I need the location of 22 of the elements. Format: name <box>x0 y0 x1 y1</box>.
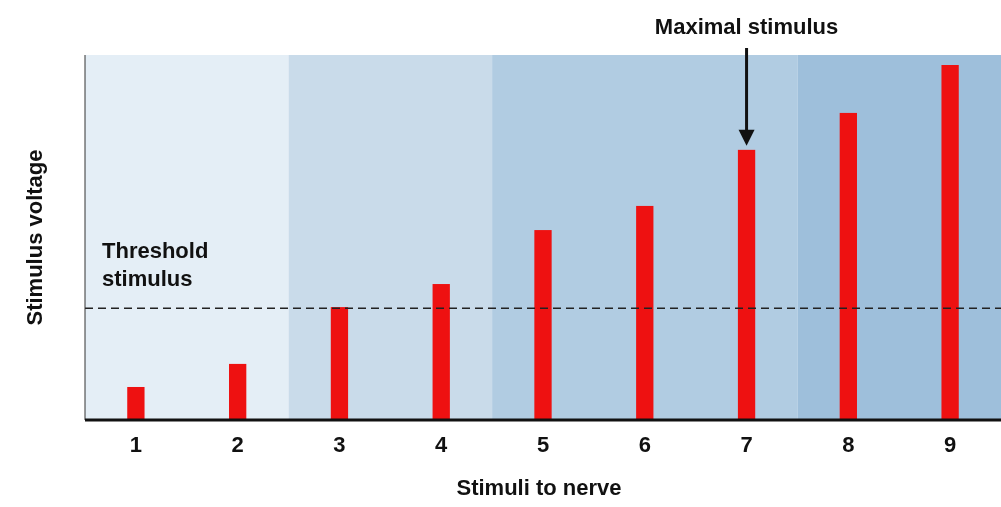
x-tick-label: 3 <box>333 432 346 457</box>
x-tick-label: 1 <box>129 432 143 457</box>
bar <box>941 65 959 420</box>
x-tick-label: 6 <box>638 432 651 457</box>
x-tick-label: 5 <box>536 432 550 457</box>
bar <box>636 205 654 420</box>
bar <box>432 284 450 420</box>
y-axis-title: Stimulus voltage <box>22 149 47 326</box>
x-tick-label: 7 <box>740 432 753 457</box>
bar <box>534 230 552 420</box>
x-tick-label: 9 <box>943 432 957 457</box>
annotation: Maximal stimulus <box>654 14 839 39</box>
bar <box>737 149 756 420</box>
bar <box>127 386 145 420</box>
x-tick-label: 2 <box>231 432 244 457</box>
ref-line-label: Threshold stimulus <box>102 238 209 292</box>
bar <box>330 307 349 420</box>
bar <box>229 363 247 420</box>
x-tick-label: 4 <box>435 432 449 457</box>
x-tick-label: 8 <box>842 432 855 457</box>
x-axis-title: Stimuli to nerve <box>456 475 622 500</box>
bar <box>839 112 857 420</box>
